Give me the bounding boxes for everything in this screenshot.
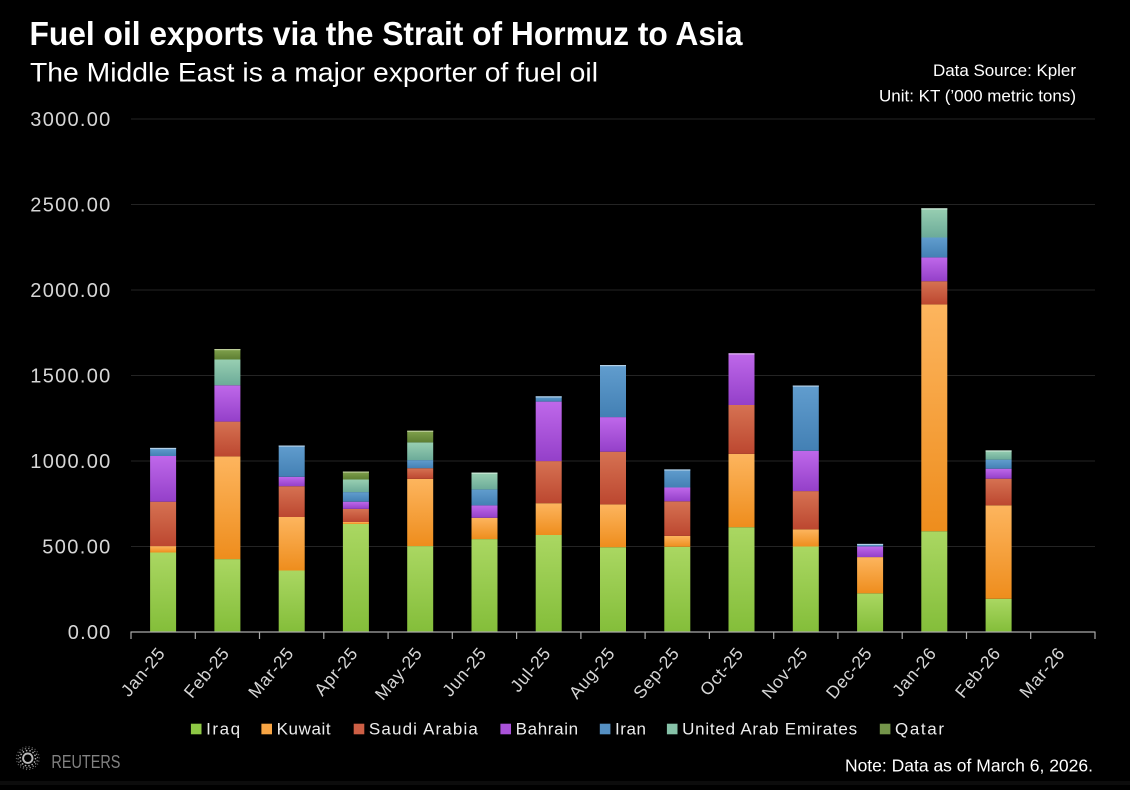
svg-text:Kuwait: Kuwait	[277, 719, 331, 738]
svg-text:1500.00: 1500.00	[30, 366, 110, 388]
svg-text:Unit: KT (’000 metric tons): Unit: KT (’000 metric tons)	[879, 87, 1076, 106]
svg-text:The Middle East is a major exp: The Middle East is a major exporter of f…	[30, 58, 598, 88]
svg-text:Iraq: Iraq	[206, 719, 240, 738]
svg-text:2000.00: 2000.00	[30, 280, 110, 302]
svg-text:0.00: 0.00	[68, 622, 111, 644]
svg-text:Iran: Iran	[615, 719, 646, 738]
svg-text:Saudi Arabia: Saudi Arabia	[369, 719, 479, 738]
svg-text:Note: Data as of March 6, 2026: Note: Data as of March 6, 2026.	[845, 755, 1093, 775]
svg-text:Data Source: Kpler: Data Source: Kpler	[933, 61, 1076, 80]
svg-text:3000.00: 3000.00	[30, 109, 110, 131]
svg-text:United Arab Emirates: United Arab Emirates	[682, 719, 857, 738]
svg-text:1000.00: 1000.00	[30, 451, 110, 473]
svg-text:Fuel oil exports via the Strai: Fuel oil exports via the Strait of Hormu…	[30, 15, 744, 52]
svg-text:REUTERS: REUTERS	[51, 752, 120, 772]
svg-text:2500.00: 2500.00	[30, 195, 110, 217]
svg-text:500.00: 500.00	[42, 537, 110, 559]
svg-text:Bahrain: Bahrain	[516, 719, 579, 738]
